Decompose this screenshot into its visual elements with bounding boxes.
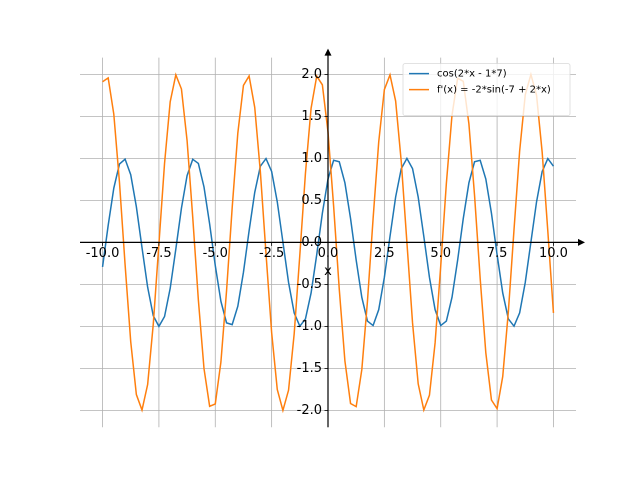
- x-tick-label: 7.5: [487, 246, 508, 261]
- y-tick-label: 2.0: [301, 67, 322, 82]
- legend: cos(2*x - 1*7) f'(x) = -2*sin(-7 + 2*x): [402, 63, 571, 116]
- x-tick-label: 0.0: [318, 246, 339, 261]
- y-tick-label: 0.0: [301, 235, 322, 250]
- x-tick-label: 2.5: [374, 246, 395, 261]
- tick-labels: -10.0 -7.5 -5.0 -2.5 0.0 2.5 5.0 7.5 10.0 -2.0 -1.…: [86, 67, 568, 418]
- x-tick-label: 10.0: [539, 246, 568, 261]
- y-tick-label: -0.5: [297, 277, 322, 292]
- legend-label: f'(x) = -2*sin(-7 + 2*x): [437, 85, 551, 96]
- y-tick-label: -2.0: [297, 403, 322, 418]
- y-axis-arrow: [324, 48, 332, 56]
- x-tick-label: -10.0: [86, 246, 120, 261]
- y-tick-label: -1.5: [297, 361, 322, 376]
- x-axis-arrow: [578, 238, 585, 246]
- legend-label: cos(2*x - 1*7): [437, 69, 507, 80]
- x-axis-label: x: [324, 264, 332, 279]
- legend-box: [402, 63, 571, 116]
- y-tick-label: 1.0: [301, 151, 322, 166]
- x-tick-label: -7.5: [146, 246, 171, 261]
- axes: [80, 48, 585, 428]
- x-tick-label: -5.0: [203, 246, 228, 261]
- y-tick-label: 0.5: [301, 193, 322, 208]
- x-tick-label: 5.0: [430, 246, 451, 261]
- x-tick-label: -2.5: [259, 246, 284, 261]
- y-tick-label: 1.5: [301, 109, 322, 124]
- y-tick-label: -1.0: [297, 319, 322, 334]
